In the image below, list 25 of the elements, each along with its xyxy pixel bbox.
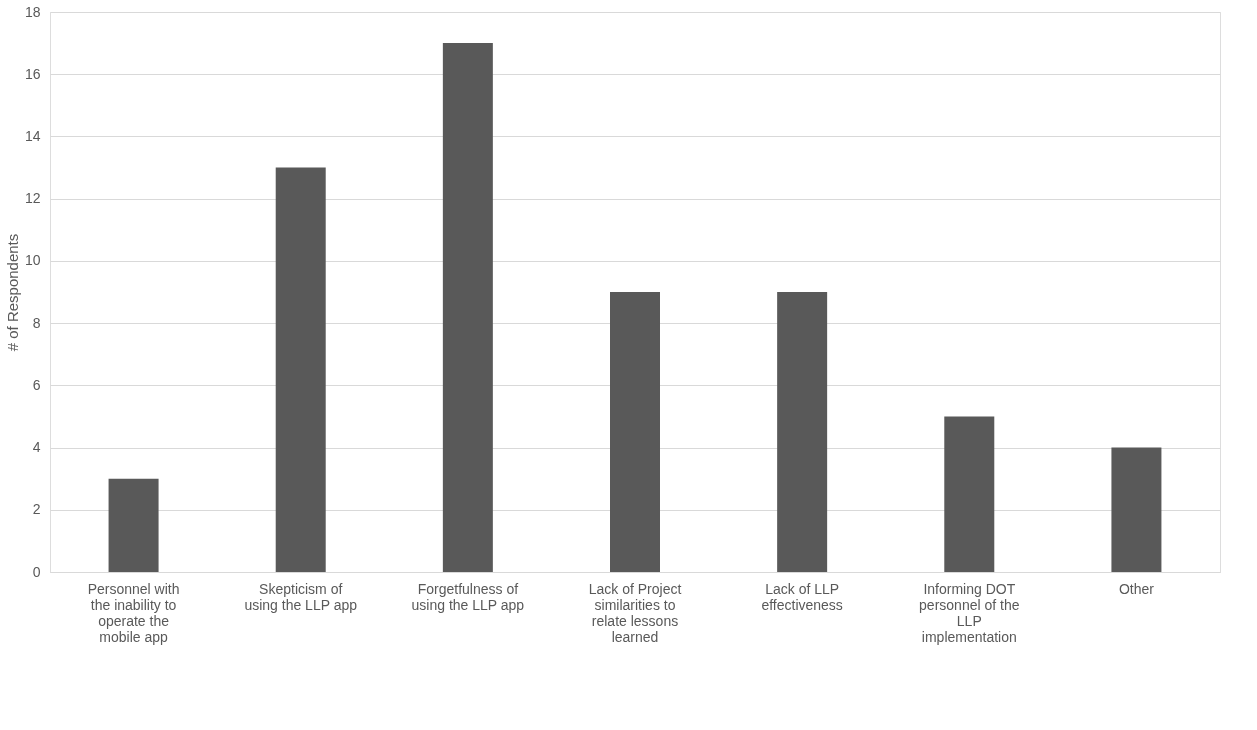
bar bbox=[442, 43, 493, 572]
x-tick-label: Other bbox=[1118, 580, 1155, 597]
x-tick-label: Forgetfulness of using the LLP app bbox=[411, 580, 525, 613]
bar bbox=[108, 478, 159, 572]
x-tick-label: Lack of Project similarities to relate lessons learned bbox=[588, 580, 682, 645]
y-tick-label: 14 bbox=[24, 127, 41, 144]
y-tick-label: 16 bbox=[24, 65, 41, 82]
y-tick-label: 2 bbox=[32, 501, 41, 518]
bar bbox=[610, 292, 660, 572]
x-tick-label: Skepticism of using the LLP app bbox=[244, 580, 358, 613]
y-tick-label: 0 bbox=[32, 563, 41, 580]
bar bbox=[777, 292, 828, 572]
y-tick-label: 10 bbox=[24, 252, 41, 269]
x-tick-label: Informing DOT personnel of the LLP implementation bbox=[919, 580, 1020, 645]
x-tick-label: Lack of LLP effectiveness bbox=[761, 580, 843, 613]
y-tick-label: 8 bbox=[32, 314, 41, 331]
bar bbox=[944, 416, 995, 572]
x-tick-label: Personnel with the inability to operate the mobile app bbox=[87, 580, 180, 645]
bar bbox=[275, 167, 326, 572]
y-axis-title: # of Respondents bbox=[3, 233, 21, 352]
y-tick-label: 4 bbox=[32, 439, 41, 456]
y-tick-label: 6 bbox=[32, 376, 41, 393]
y-tick-label: 18 bbox=[24, 3, 41, 20]
y-tick-label: 12 bbox=[24, 190, 41, 207]
bar bbox=[1111, 447, 1162, 572]
